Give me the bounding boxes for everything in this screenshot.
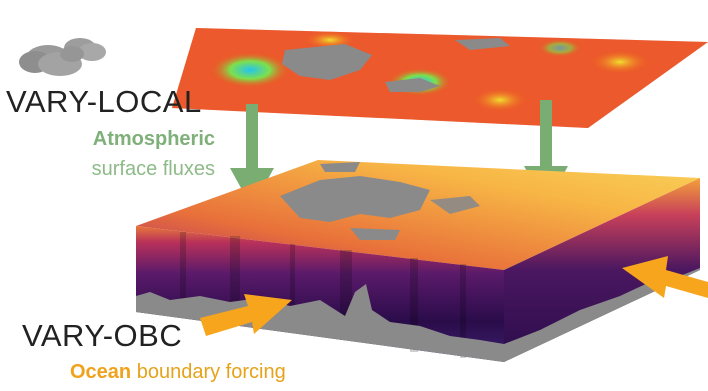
atmospheric-bold-text: Atmospheric [92,128,215,150]
boundary-forcing-text: boundary forcing [131,361,286,383]
ocean-model-box [136,160,700,362]
surface-fluxes-label: surface fluxes [91,158,215,180]
vary-local-label: VARY-LOCAL [6,84,202,119]
atmosphere-flux-sheet [172,28,708,128]
vary-obc-label: VARY-OBC [22,318,183,353]
cloud-icon [19,38,106,76]
right-arrow-icon [622,256,708,298]
ocean-bold-text: Ocean [70,361,132,383]
ocean-boundary-label: Ocean boundary forcing [70,361,286,384]
atmospheric-label: Atmospheric [45,128,215,151]
right-arrow-icon [200,294,292,336]
